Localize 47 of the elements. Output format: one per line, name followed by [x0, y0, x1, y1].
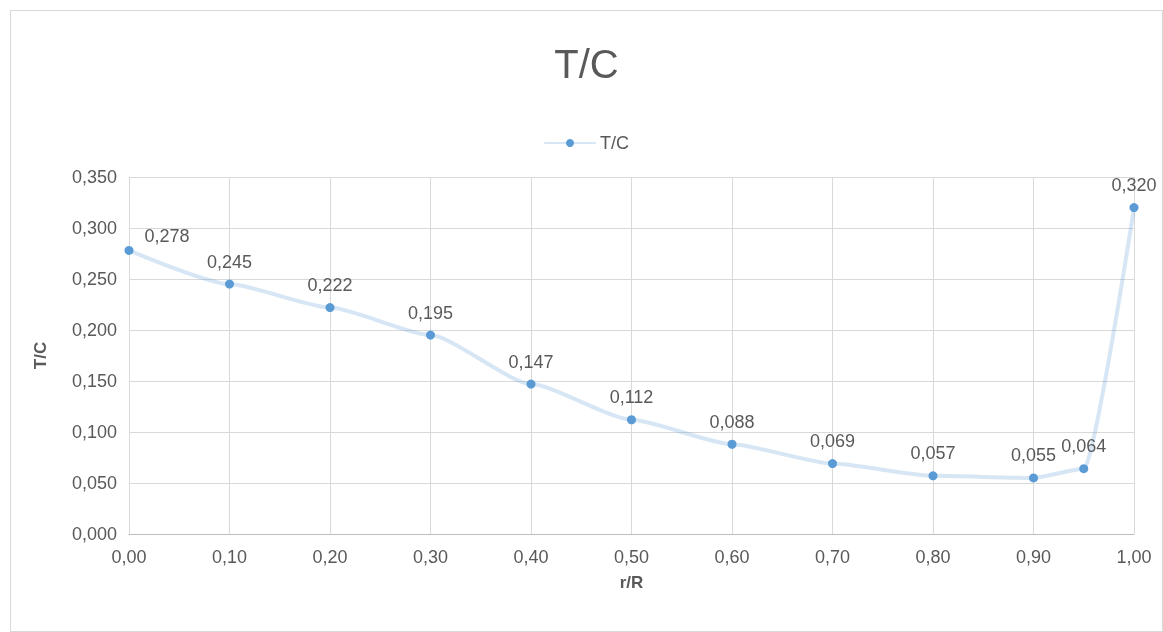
point [727, 439, 737, 449]
data-label: 0,088 [709, 411, 755, 432]
x-tick-label: 0,30 [412, 547, 449, 567]
data-label: 0,057 [910, 443, 956, 464]
x-tick-label: 0,70 [814, 547, 851, 567]
data-label: 0,320 [1111, 175, 1157, 196]
point [526, 379, 536, 389]
x-tick-label: 0,60 [714, 547, 750, 567]
x-tick-label: 0,50 [613, 547, 650, 567]
legend-label: T/C [600, 133, 629, 153]
chart-title: T/C [554, 42, 619, 86]
point [627, 415, 636, 425]
y-axis-title: T/C [31, 341, 50, 370]
point [828, 459, 837, 469]
y-tick-label: 0,000 [71, 524, 117, 544]
point [928, 471, 938, 481]
y-tick-label: 0,350 [71, 167, 117, 187]
x-tick-label: 0,20 [312, 547, 348, 567]
data-label: 0,112 [609, 387, 654, 408]
data-label: 0,195 [407, 302, 454, 323]
x-tick-label: 0,10 [211, 547, 248, 567]
y-tick-label: 0,300 [71, 218, 117, 238]
y-tick-label: 0,150 [71, 371, 117, 391]
x-tick-label: 0,00 [111, 547, 147, 567]
data-label: 0,222 [307, 275, 353, 296]
y-tick-label: 0,050 [71, 473, 117, 493]
point [1129, 203, 1139, 213]
data-label: 0,278 [144, 226, 190, 247]
data-label: 0,147 [508, 351, 554, 372]
x-tick-label: 1,00 [1116, 547, 1152, 567]
y-tick-label: 0,200 [71, 320, 117, 340]
x-tick-label: 0,80 [915, 547, 951, 567]
point [325, 303, 335, 313]
point [225, 279, 234, 289]
data-label: 0,055 [1010, 445, 1057, 466]
y-tick-label: 0,250 [71, 269, 117, 289]
point [1029, 473, 1038, 483]
x-tick-label: 0,40 [513, 547, 549, 567]
point [426, 330, 435, 340]
data-label: 0,064 [1061, 436, 1107, 457]
point [124, 245, 134, 255]
x-axis-title: r/R [619, 573, 644, 592]
data-label: 0,069 [809, 431, 856, 452]
x-tick-label: 0,90 [1015, 547, 1052, 567]
data-label: 0,245 [206, 251, 253, 272]
y-tick-label: 0,100 [71, 422, 117, 442]
point [1079, 464, 1089, 474]
